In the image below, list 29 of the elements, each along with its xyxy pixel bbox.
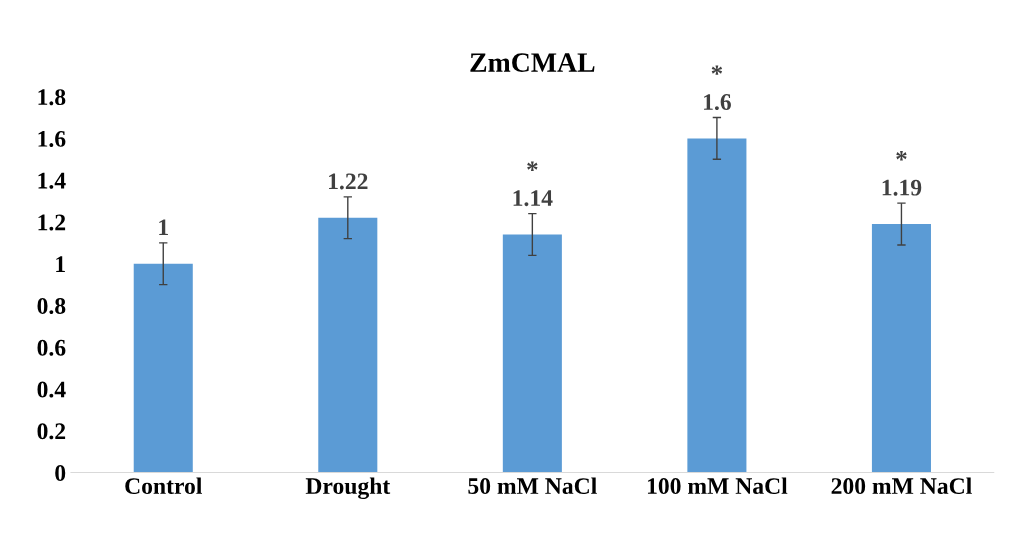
bar <box>133 263 193 473</box>
y-tick-label: 1.8 <box>38 89 66 106</box>
annotation: * <box>711 65 723 75</box>
x-tick-label: 200 mM NaCl <box>831 477 972 495</box>
annotation: * <box>527 161 538 171</box>
chart-title: ZmCMAL <box>470 53 595 72</box>
x-tick-label: 100 mM NaCl <box>647 477 788 495</box>
bar <box>318 217 378 473</box>
bar <box>687 138 747 473</box>
data-label: 1 <box>159 219 168 236</box>
data-label: 1.6 <box>704 94 731 111</box>
x-tick-label: Control <box>125 477 202 495</box>
y-tick-label: 1 <box>56 256 65 272</box>
y-tick-label: 1.6 <box>38 130 66 147</box>
x-tick-label: 50 mM NaCl <box>468 477 597 495</box>
bar <box>502 234 562 473</box>
bar <box>871 224 931 473</box>
y-tick-label: 0.6 <box>37 339 66 356</box>
y-tick-label: 0.4 <box>37 381 66 398</box>
annotation: * <box>896 151 907 161</box>
y-tick-label: 0.2 <box>37 423 66 440</box>
y-tick-label: 0.8 <box>37 297 66 315</box>
y-tick-label: 0 <box>55 465 66 481</box>
data-label: 1.14 <box>513 190 553 207</box>
data-label: 1.19 <box>882 179 922 196</box>
y-tick-label: 1.4 <box>38 172 66 189</box>
data-label: 1.22 <box>329 173 368 190</box>
y-tick-label: 1.2 <box>38 214 66 231</box>
x-tick-label: Drought <box>305 477 391 500</box>
